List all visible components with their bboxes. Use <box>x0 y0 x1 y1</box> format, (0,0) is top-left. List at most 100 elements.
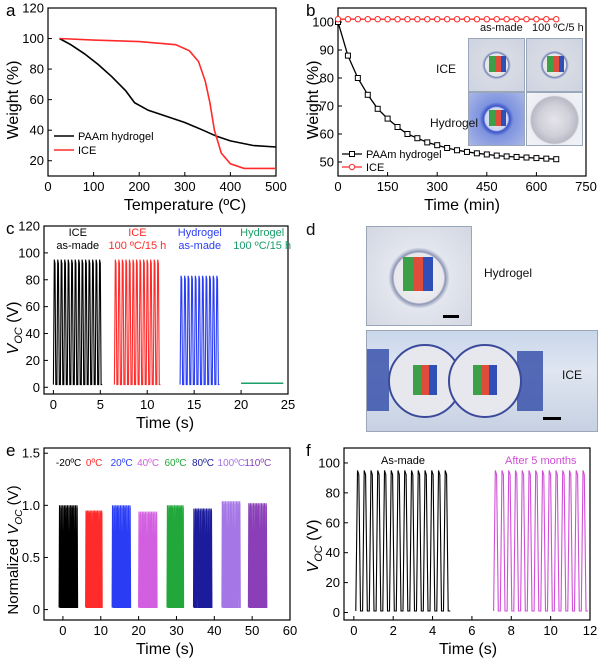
segment-label: 60ºC <box>165 458 187 469</box>
y-tick-label: 70 <box>320 99 334 114</box>
data-point <box>424 16 431 23</box>
y-tick-label: 120 <box>22 1 44 16</box>
segment-label: -20ºC <box>56 458 81 469</box>
signal-trace <box>493 470 588 612</box>
y-tick-label: 0 <box>33 602 40 617</box>
x-tick-label: 60 <box>283 623 297 638</box>
inset-col-label: as-made <box>480 22 523 34</box>
legend-label: ICE <box>78 145 96 157</box>
inset-col-label: 100 ºC/5 h <box>532 22 584 34</box>
data-point <box>493 16 500 23</box>
panel-letter: b <box>306 1 315 20</box>
y-tick-label: 100 <box>318 455 340 470</box>
y-tick-label: 0.5 <box>22 550 40 565</box>
segment-label: 110ºC <box>244 458 271 469</box>
y-axis-label: VOC (V) <box>305 520 325 573</box>
panel-b-inset: as-made 100 ºC/5 h <box>462 22 586 146</box>
data-point <box>374 105 381 112</box>
x-tick-label: 40 <box>207 623 221 638</box>
x-axis-label: Temperature (ºC) <box>124 197 246 214</box>
x-tick-label: 5 <box>97 397 104 412</box>
x-tick-label: 30 <box>169 623 183 638</box>
x-tick-label: 300 <box>426 179 448 194</box>
data-point <box>354 16 362 23</box>
x-axis-label: Time (min) <box>424 197 500 214</box>
plot-frame <box>47 7 277 177</box>
y-tick-label: 0 <box>333 605 340 620</box>
panel-b: b 0 150 300 450 600 750 50 60 70 80 90 100 PAAm hydr… <box>305 1 597 214</box>
signal-trace <box>52 259 103 386</box>
panel-e: e 0 10 20 30 40 50 60 0 0.5 1.0 1.5 -20ºC 0ºC 20ºC 40º… <box>5 441 297 658</box>
data-point <box>463 148 470 155</box>
y-axis-label: Normalized VOC (V) <box>5 485 25 614</box>
panel-letter: e <box>6 441 15 460</box>
badge-icon <box>489 56 506 72</box>
series-line <box>59 37 276 170</box>
data-point <box>454 147 461 154</box>
x-tick-label: 10 <box>94 623 108 638</box>
ice-as-made-photo <box>468 38 525 92</box>
x-tick-label: 0 <box>350 623 357 638</box>
segment-label: 20ºC <box>111 458 133 469</box>
x-tick-label: 0 <box>44 179 51 194</box>
panel-d: d Hydrogel ICE <box>300 218 600 436</box>
data-point <box>384 115 391 122</box>
inset-row-label: ICE <box>436 62 457 76</box>
y-tick-label: 20 <box>326 575 340 590</box>
x-tick-label: 0 <box>334 179 341 194</box>
photo-label: Hydrogel <box>484 266 533 280</box>
signal-trace <box>192 508 213 609</box>
data-point <box>404 131 411 137</box>
x-axis-label: Time (s) <box>439 641 497 658</box>
y-tick-label: 80 <box>26 272 40 287</box>
segment-label: 80ºC <box>192 458 214 469</box>
panel-e-plot: 0 10 20 30 40 50 60 0 0.5 1.0 1.5 -20ºC 0ºC 20ºC 40ºC 6… <box>22 446 297 638</box>
data-point <box>543 16 550 23</box>
data-point <box>493 152 500 159</box>
data-point <box>344 16 352 23</box>
data-point <box>443 16 451 23</box>
legend-marker <box>349 151 355 157</box>
x-tick-label: 150 <box>377 179 399 194</box>
y-tick-label: 50 <box>320 155 334 170</box>
segment-label: As-made <box>381 455 425 467</box>
segment-label: 100 ºC/15 h <box>233 240 291 252</box>
data-point <box>384 16 391 23</box>
data-point <box>483 16 491 23</box>
y-tick-label: 20 <box>30 153 44 168</box>
badge-icon <box>403 257 459 318</box>
x-tick-label: 400 <box>220 179 242 194</box>
x-tick-label: 25 <box>281 397 295 412</box>
data-point <box>533 155 540 162</box>
series-line <box>59 37 277 148</box>
data-point <box>463 16 471 23</box>
x-tick-label: 20 <box>234 397 248 412</box>
y-tick-label: 20 <box>26 353 40 368</box>
data-point <box>394 16 401 23</box>
data-point <box>523 154 530 161</box>
signal-trace <box>355 470 451 612</box>
x-tick-label: 450 <box>476 179 498 194</box>
y-tick-label: 1.5 <box>22 446 40 461</box>
signal-trace <box>221 501 241 609</box>
y-axis-label: Weight (%) <box>305 61 322 140</box>
data-point <box>424 139 431 146</box>
data-point <box>473 16 481 23</box>
x-tick-label: 50 <box>245 623 259 638</box>
legend-label: ICE <box>366 162 384 174</box>
y-tick-label: 0 <box>33 380 40 395</box>
data-point <box>334 16 342 23</box>
x-tick-label: 10 <box>140 397 154 412</box>
panel-b-plot: 0 150 300 450 600 750 50 60 70 80 90 100 PAAm hydrog… <box>312 7 597 194</box>
data-point <box>434 16 441 23</box>
y-tick-label: 80 <box>30 62 44 77</box>
segment-label: After 5 months <box>505 455 577 467</box>
data-point <box>414 135 421 142</box>
data-point <box>523 16 530 23</box>
y-tick-label: 60 <box>30 92 44 107</box>
x-tick-label: 20 <box>131 623 145 638</box>
panel-f: f 0 2 4 6 8 10 12 0 20 40 60 80 100 As-made After 5 mo… <box>305 441 597 658</box>
data-point <box>364 91 371 98</box>
inset-row-label: Hydrogel <box>430 116 479 130</box>
